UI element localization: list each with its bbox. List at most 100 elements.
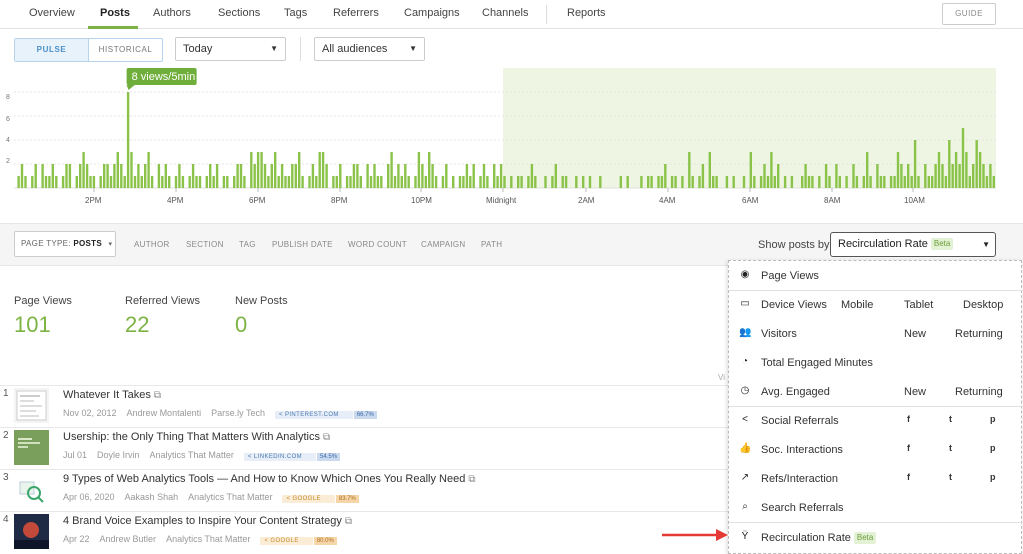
- chart-bar[interactable]: [551, 176, 554, 188]
- filter-section[interactable]: SECTION: [186, 240, 224, 249]
- chart-bar[interactable]: [387, 164, 390, 188]
- menu-item-search-referrals[interactable]: ⌕ Search Referrals: [729, 493, 1023, 522]
- chart-bar[interactable]: [650, 176, 653, 188]
- chart-bar[interactable]: [339, 164, 342, 188]
- chart-bar[interactable]: [640, 176, 643, 188]
- post-section[interactable]: Parse.ly Tech: [211, 408, 265, 418]
- menu-option-returning[interactable]: Returning: [955, 328, 1003, 340]
- chart-bar[interactable]: [530, 164, 534, 188]
- chart-bar[interactable]: [366, 164, 369, 188]
- chart-bar[interactable]: [17, 176, 20, 188]
- menu-option-new[interactable]: New: [904, 386, 927, 398]
- chart-bar[interactable]: [24, 176, 27, 188]
- chart-bar[interactable]: [985, 176, 989, 188]
- chart-bar[interactable]: [137, 164, 140, 188]
- tab-channels[interactable]: Channels: [482, 7, 529, 19]
- chart-bar[interactable]: [972, 164, 975, 188]
- chart-bar[interactable]: [41, 164, 44, 188]
- chart-bar[interactable]: [691, 176, 694, 188]
- chart-bar[interactable]: [948, 140, 951, 188]
- facebook-icon[interactable]: f: [907, 443, 910, 453]
- chart-bar[interactable]: [989, 164, 992, 188]
- chart-bar[interactable]: [106, 164, 109, 188]
- chart-bar[interactable]: [441, 176, 445, 188]
- chart-bar[interactable]: [311, 164, 315, 188]
- post-title[interactable]: 9 Types of Web Analytics Tools — And How…: [63, 473, 475, 485]
- chart-bar[interactable]: [910, 176, 913, 188]
- chart-bar[interactable]: [222, 176, 226, 188]
- chart-bar[interactable]: [147, 152, 150, 188]
- chart-bar[interactable]: [113, 164, 116, 188]
- chart-bar[interactable]: [992, 176, 995, 188]
- menu-item-recirculation-rate[interactable]: Ÿ Recirculation Rate Beta: [729, 523, 1023, 552]
- chart-bar[interactable]: [575, 176, 578, 188]
- chart-bar[interactable]: [698, 176, 701, 188]
- post-author[interactable]: Andrew Butler: [99, 534, 157, 544]
- chart-bar[interactable]: [191, 164, 195, 188]
- menu-item-soc-interactions[interactable]: 👍 Soc. Interactions f t p: [729, 435, 1023, 464]
- chart-bar[interactable]: [349, 176, 352, 188]
- chart-bar[interactable]: [924, 164, 927, 188]
- chart-bar[interactable]: [318, 152, 321, 188]
- chart-bar[interactable]: [824, 164, 828, 188]
- chart-bar[interactable]: [896, 152, 900, 188]
- chart-bar[interactable]: [954, 152, 958, 188]
- chart-bar[interactable]: [712, 176, 715, 188]
- chart-bar[interactable]: [965, 152, 968, 188]
- post-author[interactable]: Andrew Montalenti: [126, 408, 202, 418]
- chart-bar[interactable]: [715, 176, 718, 188]
- chart-bar[interactable]: [479, 176, 482, 188]
- chart-bar[interactable]: [862, 176, 865, 188]
- filter-tag[interactable]: TAG: [239, 240, 256, 249]
- chart-bar[interactable]: [670, 176, 674, 188]
- chart-bar[interactable]: [496, 176, 499, 188]
- chart-bar[interactable]: [34, 164, 37, 188]
- chart-bar[interactable]: [431, 164, 434, 188]
- chart-bar[interactable]: [75, 176, 78, 188]
- chart-bar[interactable]: [773, 176, 776, 188]
- chart-bar[interactable]: [253, 164, 256, 188]
- chart-bar[interactable]: [582, 176, 585, 188]
- filter-author[interactable]: AUTHOR: [134, 240, 170, 249]
- chart-bar[interactable]: [811, 176, 814, 188]
- chart-bar[interactable]: [458, 176, 462, 188]
- chart-bar[interactable]: [277, 176, 280, 188]
- chart-bar[interactable]: [493, 164, 496, 188]
- chart-bar[interactable]: [417, 152, 421, 188]
- chart-bar[interactable]: [103, 164, 106, 188]
- chart-bar[interactable]: [270, 164, 273, 188]
- external-link-icon[interactable]: ⧉: [468, 474, 476, 485]
- chart-bar[interactable]: [260, 152, 263, 188]
- chart-bar[interactable]: [968, 176, 971, 188]
- filter-campaign[interactable]: CAMPAIGN: [421, 240, 466, 249]
- period-select[interactable]: Today ▼: [175, 37, 286, 61]
- chart-bar[interactable]: [291, 164, 294, 188]
- chart-bar[interactable]: [554, 164, 557, 188]
- chart-bar[interactable]: [380, 176, 383, 188]
- chart-bar[interactable]: [178, 164, 181, 188]
- pulse-button[interactable]: PULSE: [15, 39, 89, 61]
- chart-bar[interactable]: [561, 176, 564, 188]
- chart-bar[interactable]: [931, 176, 934, 188]
- chart-bar[interactable]: [883, 176, 886, 188]
- menu-option-returning[interactable]: Returning: [955, 386, 1003, 398]
- post-author[interactable]: Aakash Shah: [124, 492, 179, 502]
- chart-bar[interactable]: [725, 176, 729, 188]
- external-link-icon[interactable]: ⧉: [322, 432, 331, 443]
- chart-bar[interactable]: [462, 176, 465, 188]
- chart-bar[interactable]: [51, 164, 54, 188]
- chart-bar[interactable]: [109, 176, 113, 188]
- chart-bar[interactable]: [44, 176, 48, 188]
- chart-bar[interactable]: [852, 164, 855, 188]
- chart-bar[interactable]: [356, 164, 359, 188]
- menu-option-mobile[interactable]: Mobile: [841, 299, 874, 311]
- menu-item-avg-engaged[interactable]: ◷ Avg. Engaged New Returning: [729, 377, 1023, 406]
- chart-bar[interactable]: [335, 176, 338, 188]
- chart-bar[interactable]: [209, 164, 212, 188]
- chart-bar[interactable]: [660, 176, 664, 188]
- chart-bar[interactable]: [376, 176, 380, 188]
- chart-bar[interactable]: [869, 176, 872, 188]
- chart-bar[interactable]: [879, 176, 883, 188]
- post-title[interactable]: Usership: the Only Thing That Matters Wi…: [63, 431, 330, 443]
- chart-bar[interactable]: [828, 176, 831, 188]
